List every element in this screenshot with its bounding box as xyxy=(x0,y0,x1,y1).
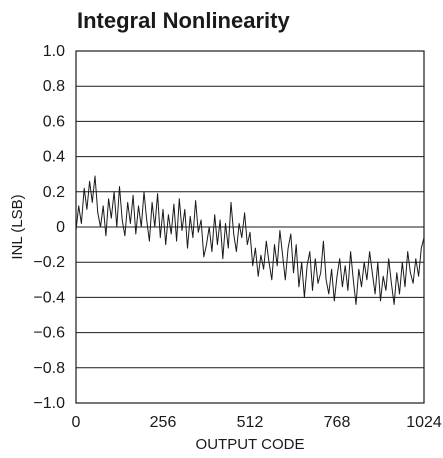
y-tick-label: −0.6 xyxy=(33,325,65,342)
series-group xyxy=(75,175,425,305)
inl-series-line xyxy=(75,175,425,305)
x-tick-label: 512 xyxy=(237,414,264,431)
y-tick-label: 0.4 xyxy=(43,149,65,166)
y-axis-label: INL (LSB) xyxy=(9,194,26,259)
x-axis-label: OUTPUT CODE xyxy=(196,436,305,453)
x-tick-labels: 0 256 512 768 1024 xyxy=(72,414,442,431)
x-tick-label: 1024 xyxy=(406,414,442,431)
y-tick-label: 1.0 xyxy=(43,43,65,60)
x-tick-label: 768 xyxy=(324,414,351,431)
y-tick-label: −0.4 xyxy=(33,289,65,306)
y-tick-label: −1.0 xyxy=(33,395,65,412)
x-tick-label: 0 xyxy=(72,414,81,431)
chart-title: Integral Nonlinearity xyxy=(77,8,290,33)
y-tick-label: 0.6 xyxy=(43,113,65,130)
grid-lines xyxy=(76,85,424,369)
y-tick-labels: 1.0 0.8 0.6 0.4 0.2 0 −0.2 −0.4 −0.6 −0.8 −1.0 xyxy=(33,43,65,412)
y-tick-label: 0.8 xyxy=(43,78,65,95)
y-tick-label: 0.2 xyxy=(43,184,65,201)
y-tick-label: 0 xyxy=(56,219,65,236)
y-tick-label: −0.8 xyxy=(33,360,65,377)
y-tick-label: −0.2 xyxy=(33,254,65,271)
x-tick-label: 256 xyxy=(150,414,177,431)
